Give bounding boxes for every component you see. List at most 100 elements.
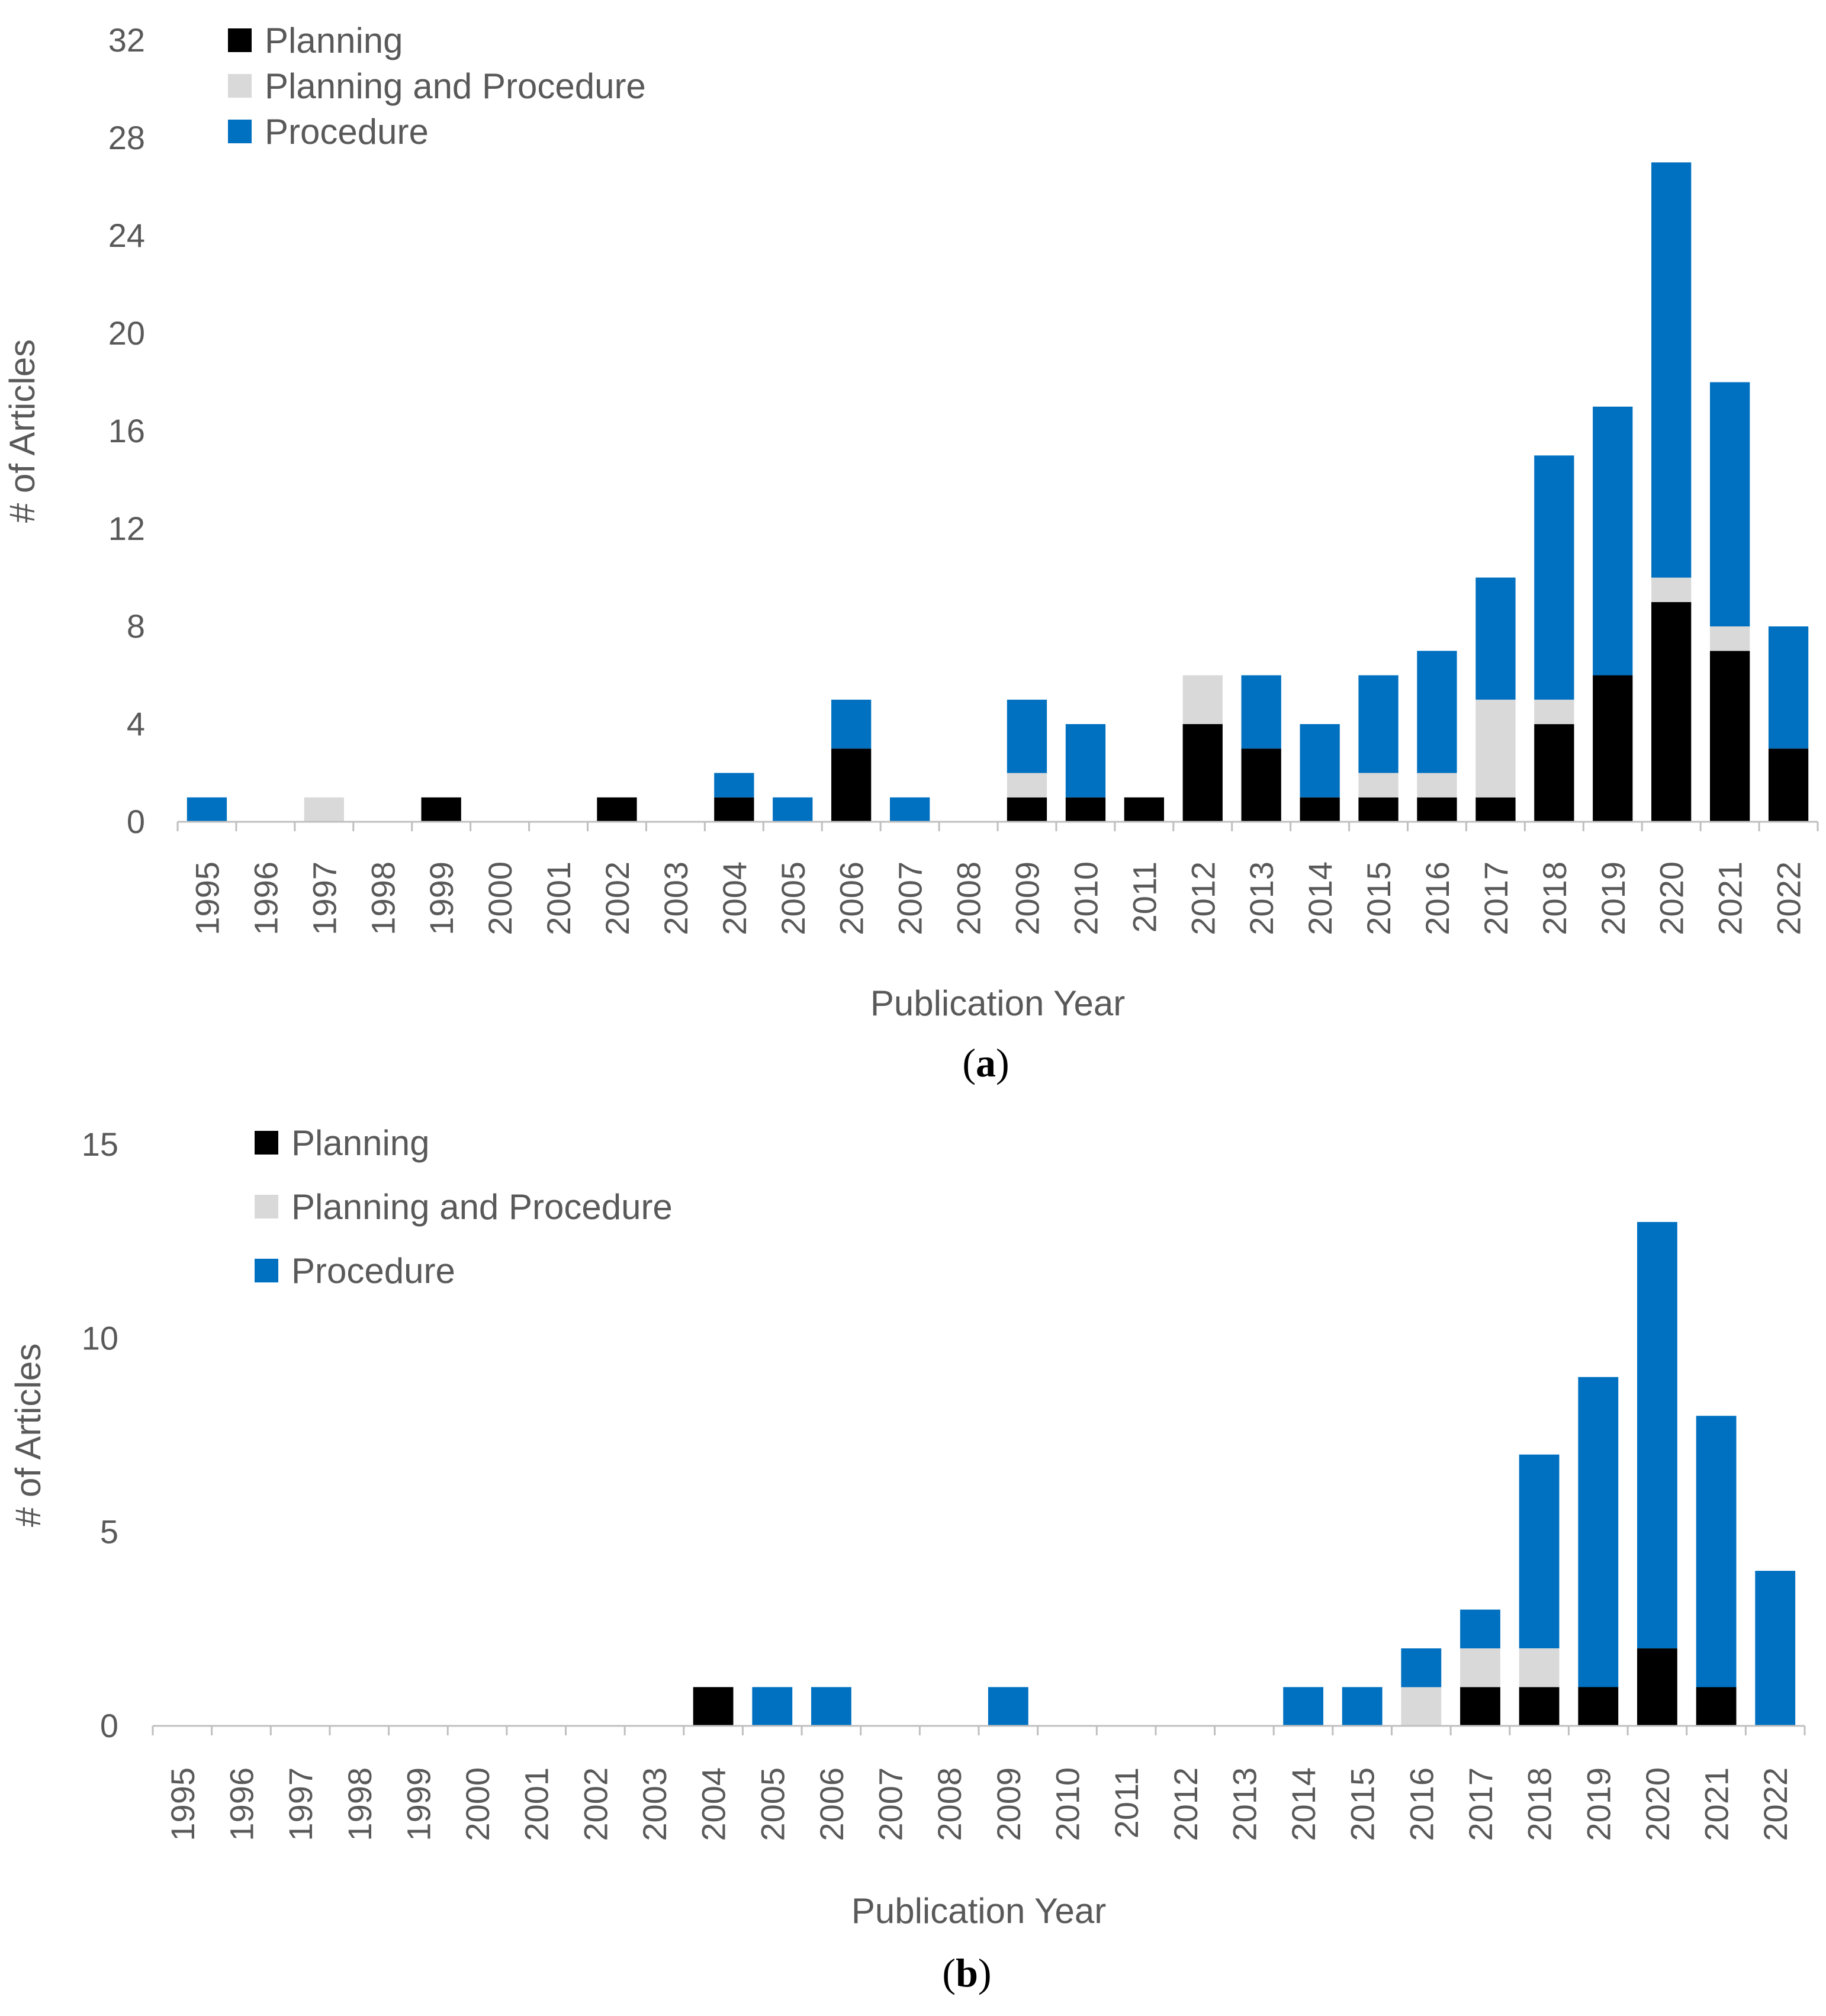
x-tick-label: 2008 [950, 861, 988, 935]
x-tick-label: 1995 [188, 861, 226, 935]
bar-procedure-2015 [1358, 675, 1399, 773]
bar-procedure-2022 [1768, 626, 1809, 749]
x-tick-label: 2015 [1344, 1767, 1381, 1841]
x-tick-label: 1996 [247, 861, 284, 935]
bar-planning-and-procedure-2020 [1651, 577, 1692, 602]
bar-planning-2020 [1637, 1648, 1677, 1726]
bar-planning-2019 [1578, 1687, 1619, 1726]
x-tick-label: 2009 [1008, 861, 1046, 935]
bar-procedure-2017 [1460, 1609, 1500, 1649]
y-tick-label: 4 [127, 705, 145, 742]
x-tick-label: 1999 [400, 1767, 437, 1841]
bar-procedure-2009 [988, 1687, 1028, 1726]
x-tick-label: 2009 [990, 1767, 1027, 1841]
bar-planning-2012 [1182, 724, 1223, 822]
y-tick-label: 15 [82, 1126, 118, 1163]
legend-swatch-planning-and-procedure [228, 74, 252, 98]
x-tick-label: 2015 [1360, 861, 1397, 935]
chart-panel-a: 0 4 8 12 16 20 24 28 32 1995 1996 1997 1998 1999 2000 2… [2, 21, 1819, 1085]
bar-procedure-2014 [1283, 1687, 1323, 1726]
x-tick-label: 2021 [1698, 1767, 1735, 1841]
bar-procedure-2006 [811, 1687, 851, 1726]
legend-swatch-planning [228, 28, 252, 52]
y-tick-label: 12 [108, 510, 145, 547]
y-tick-label: 32 [108, 21, 145, 59]
bar-procedure-2005 [752, 1687, 793, 1726]
bar-planning-2021 [1710, 651, 1750, 822]
x-tick-label: 1997 [306, 861, 343, 935]
bar-planning-2010 [1065, 797, 1106, 822]
bar-planning-and-procedure-2009 [1007, 773, 1047, 798]
bar-planning-and-procedure-2012 [1182, 675, 1223, 724]
y-tick-label: 5 [100, 1513, 118, 1551]
bar-procedure-2014 [1300, 724, 1340, 798]
bar-planning-1999 [421, 797, 461, 822]
bar-planning-2004 [714, 797, 754, 822]
x-tick-label: 2002 [577, 1767, 614, 1841]
bar-planning-and-procedure-2017 [1460, 1648, 1500, 1687]
x-tick-label: 2012 [1184, 861, 1221, 935]
y-axis-title: # of Articles [8, 1343, 48, 1527]
x-tick-label: 2018 [1536, 861, 1573, 935]
bar-procedure-2017 [1475, 577, 1516, 700]
legend-label: Planning and Procedure [265, 66, 646, 106]
bar-planning-and-procedure-2015 [1358, 773, 1399, 798]
y-tick-label: 20 [108, 314, 145, 352]
bar-planning-2019 [1593, 675, 1633, 822]
x-tick-label: 2004 [716, 861, 753, 935]
x-tick-label: 2002 [599, 861, 636, 935]
bar-procedure-2019 [1593, 406, 1633, 676]
x-tick-label: 2019 [1580, 1767, 1617, 1841]
bar-planning-2006 [831, 748, 872, 822]
x-tick-label: 2011 [1108, 1767, 1145, 1838]
bar-procedure-2018 [1519, 1454, 1560, 1648]
x-tick-label: 1997 [282, 1767, 319, 1841]
x-tick-label: 2010 [1067, 861, 1104, 935]
y-tick-label: 0 [100, 1707, 118, 1744]
bar-planning-2018 [1534, 724, 1574, 822]
x-tick-label: 2014 [1301, 861, 1339, 935]
caption-open: ( [942, 1950, 956, 1995]
bar-procedure-2020 [1637, 1221, 1677, 1648]
y-tick-label: 10 [82, 1319, 118, 1356]
x-tick-label: 2008 [931, 1767, 968, 1841]
bar-planning-and-procedure-2016 [1401, 1687, 1442, 1726]
x-tick-label: 2006 [813, 1767, 850, 1841]
legend-label: Planning and Procedure [291, 1187, 673, 1227]
x-tick-label: 2019 [1594, 861, 1632, 935]
bar-procedure-1995 [187, 797, 227, 822]
bar-procedure-2020 [1651, 162, 1692, 578]
bar-procedure-2019 [1578, 1377, 1619, 1687]
bar-planning-and-procedure-2021 [1710, 626, 1750, 651]
x-tick-label: 2004 [695, 1767, 732, 1841]
legend-swatch-procedure [255, 1259, 278, 1282]
y-tick-label: 28 [108, 119, 145, 156]
x-tick-label: 2017 [1462, 1767, 1499, 1841]
legend-swatch-planning [255, 1131, 278, 1155]
x-tick-label: 2018 [1521, 1767, 1558, 1841]
bar-planning-2013 [1241, 748, 1281, 822]
y-tick-label: 16 [108, 412, 145, 449]
x-tick-label: 2003 [636, 1767, 673, 1841]
bar-planning-and-procedure-2016 [1417, 773, 1457, 798]
bar-procedure-2004 [714, 773, 754, 798]
bar-planning-and-procedure-2018 [1519, 1648, 1560, 1687]
bar-procedure-2022 [1755, 1571, 1796, 1726]
x-tick-label: 2014 [1285, 1767, 1322, 1841]
bar-procedure-2015 [1342, 1687, 1383, 1726]
caption-close: ) [978, 1950, 992, 1995]
legend-swatch-planning-and-procedure [255, 1195, 278, 1218]
bar-planning-2022 [1768, 748, 1809, 822]
x-tick-label: 2022 [1757, 1767, 1794, 1841]
legend-label: Planning [265, 21, 403, 60]
x-tick-label: 1995 [164, 1767, 201, 1841]
x-tick-label: 2007 [892, 861, 929, 935]
panel-caption: (a) [962, 1040, 1009, 1085]
x-tick-label: 2020 [1653, 861, 1690, 935]
bar-planning-2017 [1475, 797, 1516, 822]
x-tick-label: 2016 [1403, 1767, 1440, 1841]
x-tick-label: 2010 [1049, 1767, 1086, 1841]
x-tick-label: 2022 [1770, 861, 1808, 935]
bar-procedure-2016 [1417, 651, 1457, 773]
bar-procedure-2005 [773, 797, 813, 822]
